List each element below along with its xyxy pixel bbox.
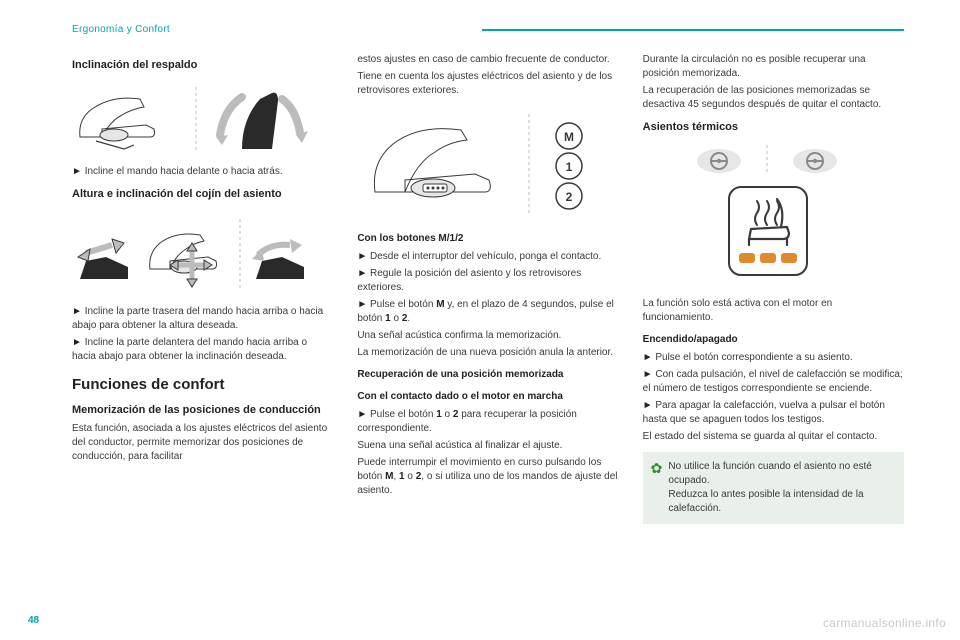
para-beep: Una señal acústica confirma la memorizac… <box>357 329 618 343</box>
note-text: No utilice la función cuando el asiento … <box>668 460 896 516</box>
para-state: El estado del sistema se guarda al quita… <box>643 430 904 444</box>
heading-onoff: Encendido/apagado <box>643 333 904 347</box>
bullet-regulate: Regule la posición del asiento y los ret… <box>357 267 618 295</box>
svg-text:1: 1 <box>566 160 573 174</box>
heading-comfort: Funciones de confort <box>72 374 333 395</box>
figure-recline <box>72 79 333 159</box>
column-2: estos ajustes en caso de cambio frecuent… <box>357 50 618 524</box>
figure-memory: M 1 2 <box>357 104 618 224</box>
heading-recline: Inclinación del respaldo <box>72 58 333 73</box>
figure-heated <box>643 141 904 291</box>
para-driving: Durante la circulación no es posible rec… <box>643 53 904 81</box>
page-header: Ergonomía y Confort <box>72 22 904 36</box>
columns: Inclinación del respaldo <box>72 50 904 524</box>
bullet-level: Con cada pulsación, el nivel de calefacc… <box>643 368 904 396</box>
svg-text:M: M <box>564 130 574 144</box>
page: Ergonomía y Confort Inclinación del resp… <box>0 0 960 640</box>
heading-recall: Recuperación de una posición memorizada <box>357 368 618 382</box>
heading-memo: Memorización de las posiciones de conduc… <box>72 403 333 418</box>
column-3: Durante la circulación no es posible rec… <box>643 50 904 524</box>
heading-buttons: Con los botones M/1/2 <box>357 232 618 246</box>
header-title: Ergonomía y Confort <box>72 24 170 35</box>
note-box: ✿ No utilice la función cuando el asient… <box>643 452 904 524</box>
heading-engine-on: Con el contacto dado o el motor en march… <box>357 390 618 404</box>
leaf-icon: ✿ <box>651 461 663 516</box>
bullet-recall: Pulse el botón 1 o 2 para recuperar la p… <box>357 408 618 436</box>
para-engine: La función solo está activa con el motor… <box>643 297 904 325</box>
para-memo: Esta función, asociada a los ajustes elé… <box>72 422 333 464</box>
svg-text:2: 2 <box>566 190 573 204</box>
bullet-press-m: Pulse el botón M y, en el plazo de 4 seg… <box>357 298 618 326</box>
heading-heated: Asientos térmicos <box>643 120 904 135</box>
header-rule <box>482 29 904 31</box>
bullet-ignition: Desde el interruptor del vehículo, ponga… <box>357 250 618 264</box>
bullet-off: Para apagar la calefacción, vuelva a pul… <box>643 399 904 427</box>
watermark: carmanualsonline.info <box>823 616 946 630</box>
page-number: 48 <box>28 615 39 626</box>
bullet-recline: Incline el mando hacia delante o hacia a… <box>72 165 333 179</box>
bullet-press-seat: Pulse el botón correspondiente a su asie… <box>643 351 904 365</box>
para-45s: La recuperación de las posiciones memori… <box>643 84 904 112</box>
figure-height <box>72 209 333 299</box>
para-overwrite: La memorización de una nueva posición an… <box>357 346 618 360</box>
heading-height: Altura e inclinación del cojín del asien… <box>72 187 333 202</box>
para-cont1: estos ajustes en caso de cambio frecuent… <box>357 53 618 67</box>
para-sound: Suena una señal acústica al finalizar el… <box>357 439 618 453</box>
column-1: Inclinación del respaldo <box>72 50 333 524</box>
para-cont2: Tiene en cuenta los ajustes eléctricos d… <box>357 70 618 98</box>
bullet-height-1: Incline la parte trasera del mando hacia… <box>72 305 333 333</box>
para-interrupt: Puede interrumpir el movimiento en curso… <box>357 456 618 498</box>
bullet-height-2: Incline la parte delantera del mando hac… <box>72 336 333 364</box>
